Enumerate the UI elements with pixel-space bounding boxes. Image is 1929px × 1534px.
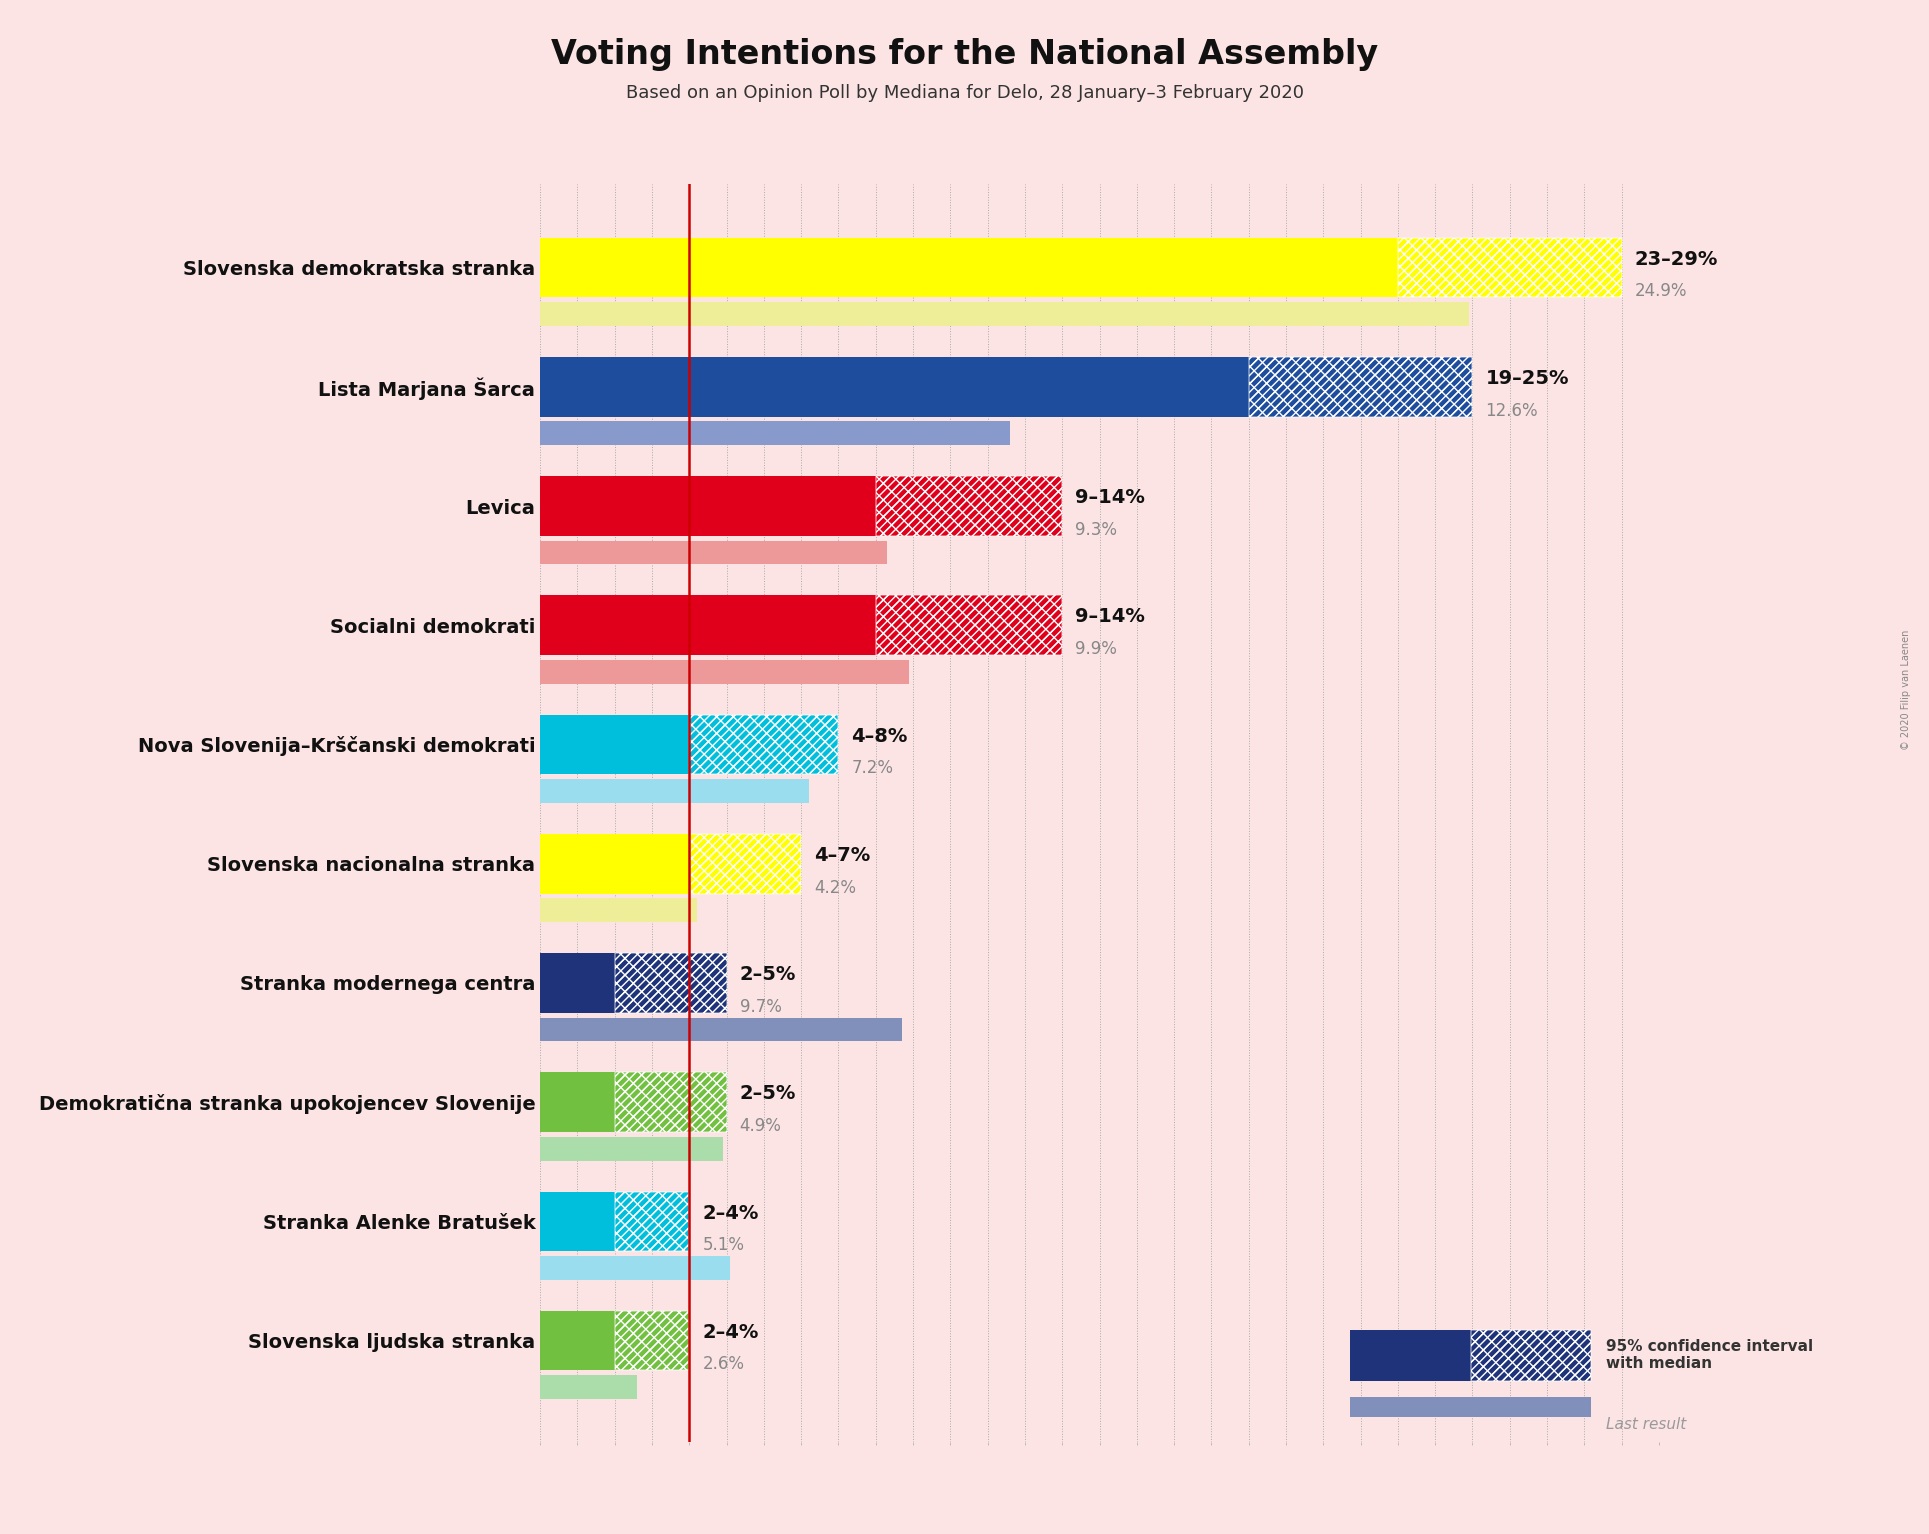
Text: 9.9%: 9.9% bbox=[1074, 640, 1117, 658]
Bar bbox=[615, 1192, 689, 1252]
Bar bbox=[540, 476, 876, 535]
Bar bbox=[876, 595, 1063, 655]
Bar bbox=[689, 834, 801, 893]
Bar bbox=[540, 1137, 723, 1161]
Text: 24.9%: 24.9% bbox=[1634, 282, 1688, 301]
Text: 12.6%: 12.6% bbox=[1485, 402, 1537, 420]
Bar bbox=[615, 1192, 689, 1252]
Text: Last result: Last result bbox=[1605, 1417, 1686, 1431]
Bar bbox=[689, 834, 801, 893]
Bar bbox=[615, 953, 727, 1012]
Bar bbox=[540, 660, 909, 684]
Bar bbox=[540, 302, 1468, 325]
Bar bbox=[540, 834, 689, 893]
Bar bbox=[540, 953, 615, 1012]
Bar bbox=[689, 715, 839, 775]
Bar bbox=[1350, 1330, 1470, 1381]
Bar bbox=[615, 953, 727, 1012]
Bar bbox=[615, 1192, 689, 1252]
Bar bbox=[615, 1072, 727, 1132]
Text: 4–8%: 4–8% bbox=[851, 727, 909, 746]
Bar bbox=[876, 476, 1063, 535]
Text: 2–5%: 2–5% bbox=[739, 965, 797, 985]
Bar bbox=[1470, 1330, 1591, 1381]
Bar bbox=[615, 953, 727, 1012]
Text: 9–14%: 9–14% bbox=[1074, 607, 1146, 626]
Text: Voting Intentions for the National Assembly: Voting Intentions for the National Assem… bbox=[552, 38, 1377, 72]
Bar bbox=[540, 357, 1248, 417]
Bar bbox=[615, 1072, 727, 1132]
Bar bbox=[1248, 357, 1472, 417]
Bar bbox=[1470, 1330, 1591, 1381]
Text: 2–5%: 2–5% bbox=[739, 1085, 797, 1103]
Bar bbox=[689, 715, 839, 775]
Text: Based on an Opinion Poll by Mediana for Delo, 28 January–3 February 2020: Based on an Opinion Poll by Mediana for … bbox=[625, 84, 1304, 103]
Bar bbox=[540, 899, 696, 922]
Bar bbox=[540, 715, 689, 775]
Bar bbox=[540, 1256, 731, 1279]
Bar bbox=[1399, 238, 1622, 298]
Bar bbox=[615, 1312, 689, 1370]
Bar bbox=[1399, 238, 1622, 298]
Bar bbox=[540, 779, 808, 802]
Text: 4–7%: 4–7% bbox=[814, 845, 870, 865]
Text: 4.9%: 4.9% bbox=[739, 1117, 781, 1135]
Text: 2–4%: 2–4% bbox=[702, 1322, 758, 1342]
Bar bbox=[540, 1312, 615, 1370]
Bar bbox=[876, 476, 1063, 535]
Text: 23–29%: 23–29% bbox=[1634, 250, 1719, 268]
Bar bbox=[615, 1072, 727, 1132]
Text: © 2020 Filip van Laenen: © 2020 Filip van Laenen bbox=[1900, 630, 1912, 750]
Bar bbox=[1399, 238, 1622, 298]
Text: 5.1%: 5.1% bbox=[702, 1236, 745, 1255]
Bar bbox=[689, 715, 839, 775]
Text: 9.7%: 9.7% bbox=[739, 997, 781, 1016]
Text: 9–14%: 9–14% bbox=[1074, 488, 1146, 508]
Bar bbox=[1350, 1396, 1591, 1417]
Bar bbox=[615, 1312, 689, 1370]
Bar bbox=[540, 238, 1399, 298]
Bar bbox=[1470, 1330, 1591, 1381]
Bar bbox=[540, 1072, 615, 1132]
Bar bbox=[540, 422, 1011, 445]
Text: 2.6%: 2.6% bbox=[702, 1356, 745, 1373]
Text: 4.2%: 4.2% bbox=[814, 879, 856, 896]
Text: 2–4%: 2–4% bbox=[702, 1204, 758, 1223]
Bar bbox=[540, 540, 887, 565]
Bar bbox=[1248, 357, 1472, 417]
Text: 95% confidence interval
with median: 95% confidence interval with median bbox=[1605, 1339, 1813, 1371]
Text: 19–25%: 19–25% bbox=[1485, 368, 1568, 388]
Bar bbox=[876, 595, 1063, 655]
Bar bbox=[876, 595, 1063, 655]
Bar bbox=[689, 834, 801, 893]
Bar bbox=[540, 595, 876, 655]
Bar bbox=[1248, 357, 1472, 417]
Bar bbox=[876, 476, 1063, 535]
Bar bbox=[615, 1312, 689, 1370]
Text: 9.3%: 9.3% bbox=[1074, 522, 1117, 538]
Bar bbox=[540, 1374, 637, 1399]
Bar bbox=[540, 1017, 903, 1042]
Text: 7.2%: 7.2% bbox=[851, 759, 893, 778]
Bar bbox=[540, 1192, 615, 1252]
